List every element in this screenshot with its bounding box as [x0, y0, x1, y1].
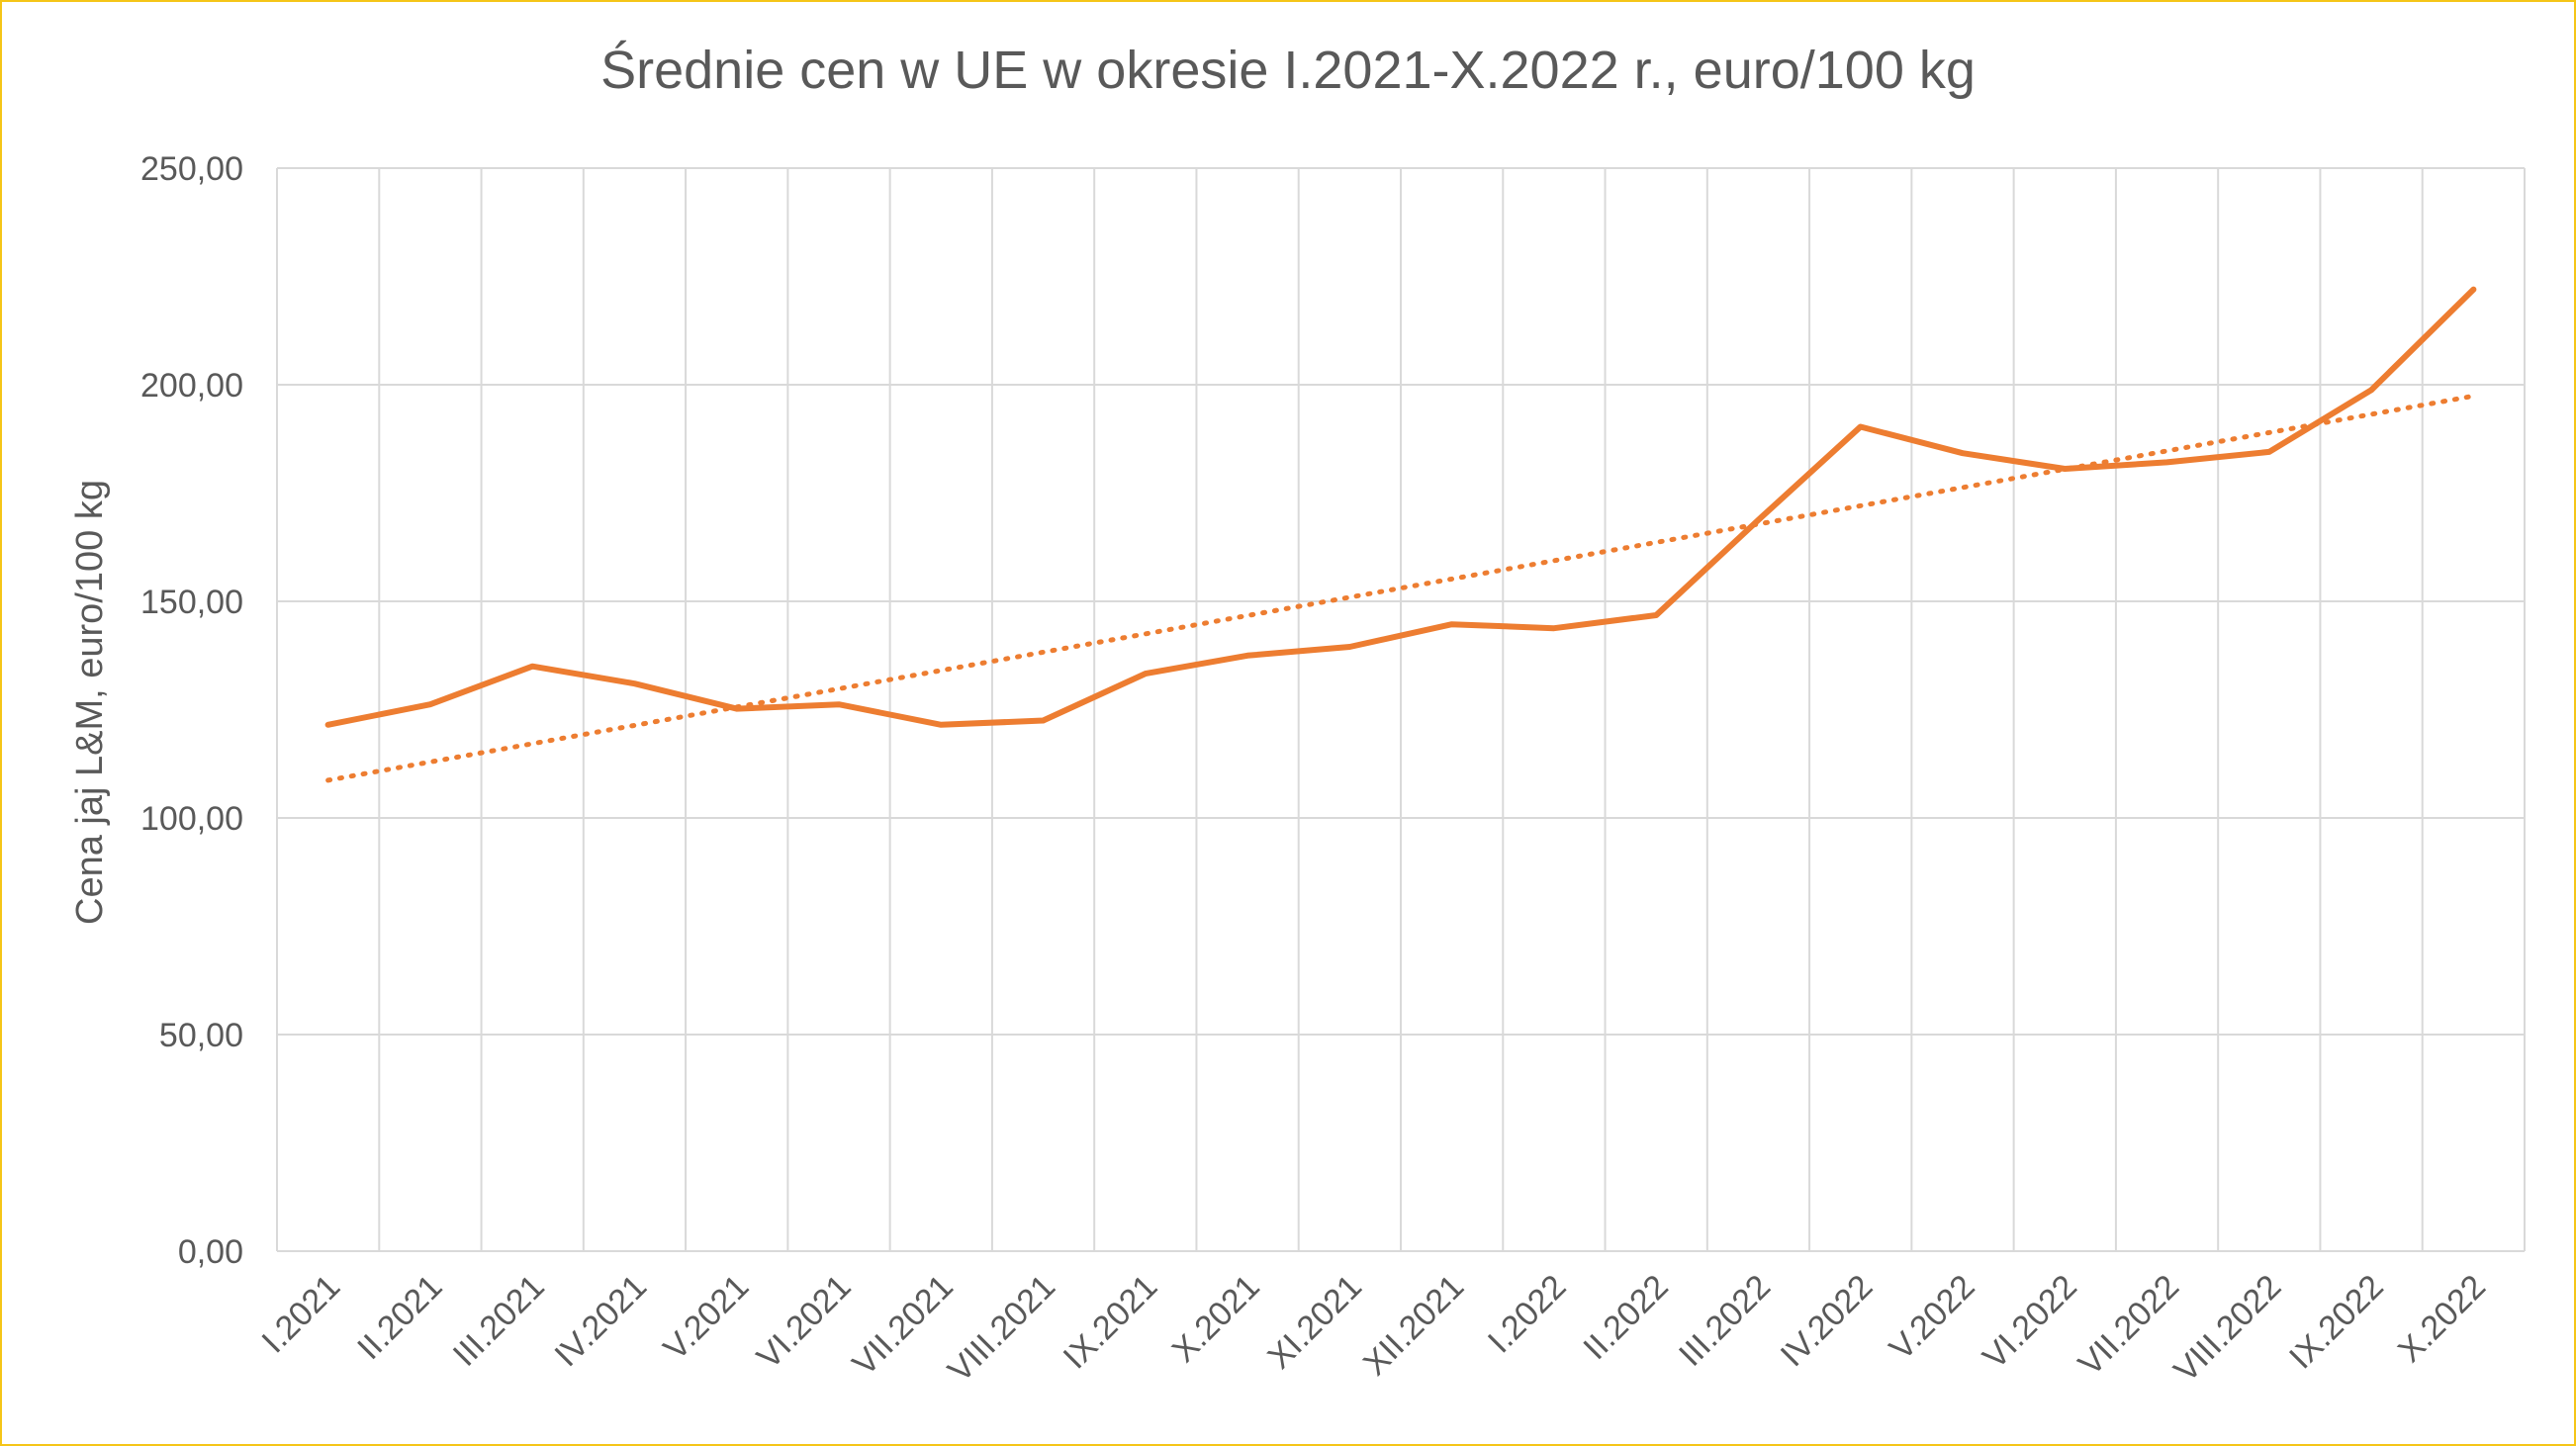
- x-tick-label: V.2022: [1883, 1268, 1982, 1368]
- x-tick-label: I.2021: [255, 1268, 348, 1361]
- y-tick-label: 200,00: [140, 367, 243, 405]
- x-tick-label: XI.2021: [1260, 1268, 1369, 1377]
- trendline: [325, 393, 2476, 783]
- x-tick-label: XII.2021: [1356, 1268, 1471, 1383]
- series-group: [324, 286, 2477, 783]
- x-tick-label: VIII.2022: [2166, 1268, 2288, 1390]
- x-tick-label: VI.2021: [750, 1268, 859, 1377]
- grid-lines: [276, 167, 2526, 1252]
- x-tick-label: IX.2022: [2282, 1268, 2391, 1377]
- series-line: [324, 286, 2477, 728]
- x-tick-label: III.2022: [1672, 1268, 1778, 1374]
- x-tick-label: I.2022: [1481, 1268, 1574, 1361]
- x-tick-label: X.2021: [1165, 1268, 1267, 1370]
- y-tick-label: 150,00: [140, 584, 243, 621]
- x-tick-label: VI.2022: [1976, 1268, 2084, 1377]
- x-tick-label: V.2021: [657, 1268, 757, 1368]
- y-tick-labels: 0,00 50,00 100,00 150,00 200,00 250,00: [140, 150, 243, 1271]
- y-tick-label: 100,00: [140, 800, 243, 838]
- x-tick-label: IV.2022: [1774, 1268, 1881, 1375]
- y-tick-label: 0,00: [178, 1233, 243, 1271]
- y-tick-label: 50,00: [159, 1017, 243, 1054]
- y-tick-label: 250,00: [140, 150, 243, 188]
- x-tick-label: III.2021: [446, 1268, 552, 1374]
- x-tick-label: II.2021: [350, 1268, 449, 1367]
- x-tick-label: IX.2021: [1057, 1268, 1165, 1377]
- x-tick-label: VIII.2021: [941, 1268, 1062, 1390]
- x-tick-label: IV.2021: [548, 1268, 655, 1375]
- y-axis-label: Cena jaj L&M, euro/100 kg: [69, 480, 111, 925]
- chart-title: Średnie cen w UE w okresie I.2021-X.2022…: [600, 41, 1976, 100]
- x-tick-label: II.2022: [1576, 1268, 1675, 1367]
- x-tick-label: X.2022: [2391, 1268, 2493, 1370]
